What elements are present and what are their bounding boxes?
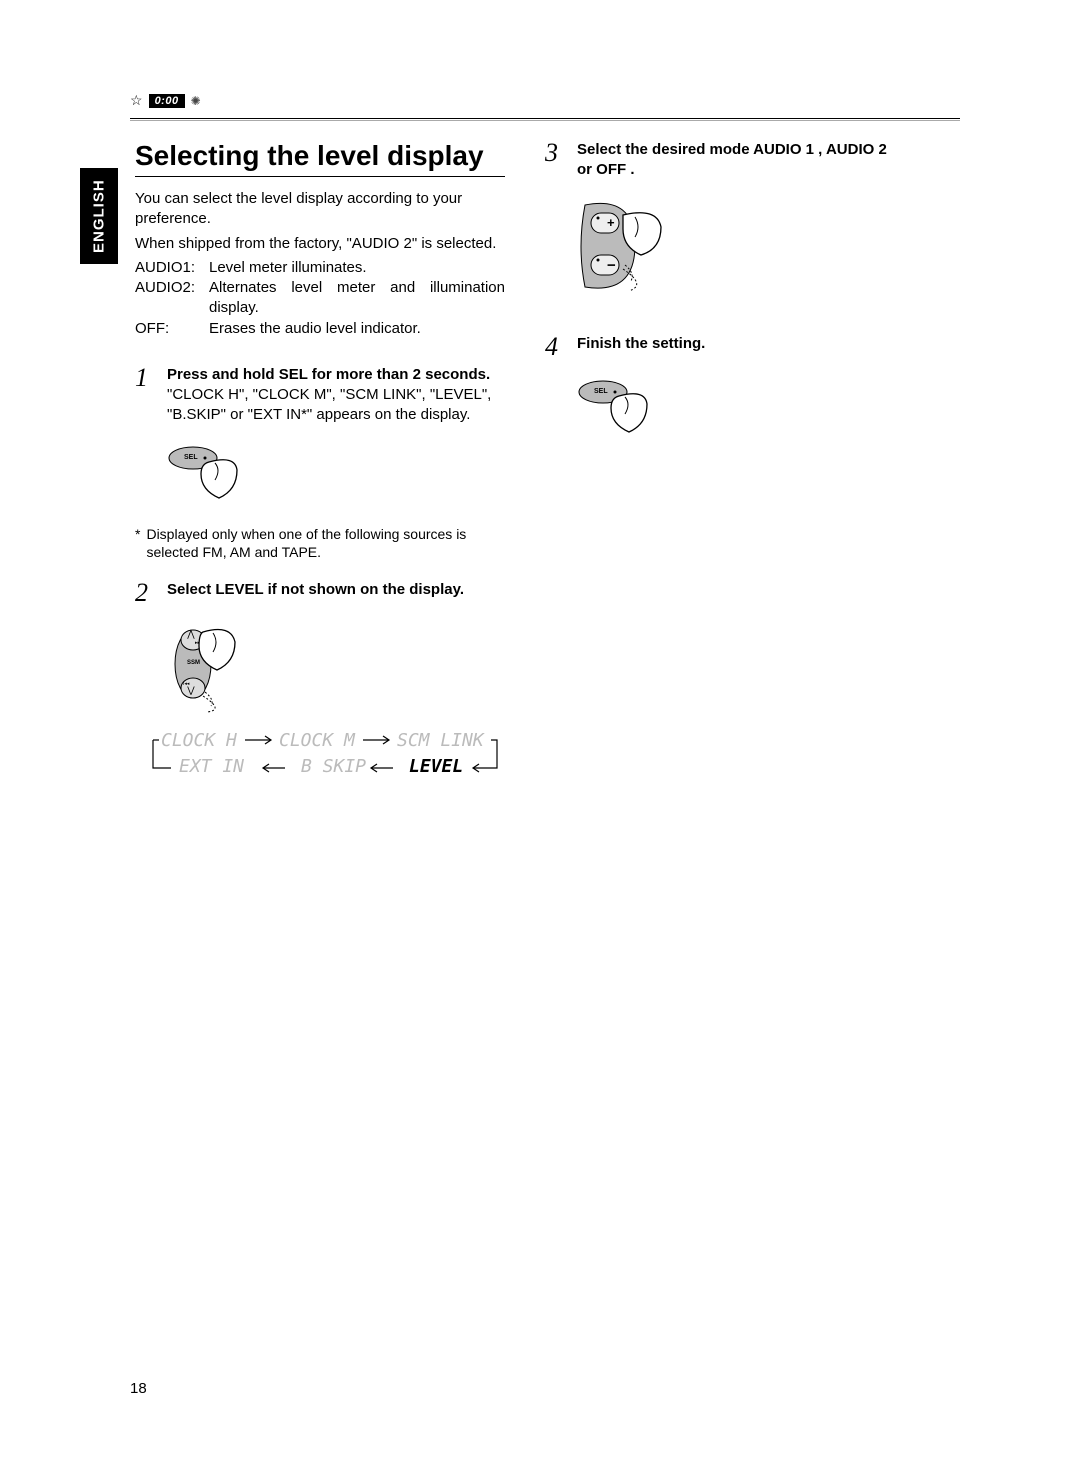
step-bold: Select LEVEL if not shown on the display…: [167, 580, 505, 600]
clock-badge: 0:00: [149, 94, 185, 108]
page-number: 18: [130, 1380, 147, 1397]
def-row: AUDIO1: Level meter illuminates.: [135, 258, 505, 278]
step-text: Press and hold SEL for more than 2 secon…: [167, 365, 505, 426]
left-column: Selecting the level display You can sele…: [135, 140, 505, 791]
step-1: 1 Press and hold SEL for more than 2 sec…: [135, 365, 505, 426]
def-val: Level meter illuminates.: [209, 258, 505, 278]
language-tab: ENGLISH: [80, 168, 118, 264]
step-bold: Finish the setting.: [577, 334, 905, 354]
page-title: Selecting the level display: [135, 140, 505, 172]
step-text: Select the desired mode AUDIO 1 , AUDIO …: [577, 140, 905, 181]
step-bold: Select the desired mode AUDIO 1 , AUDIO …: [577, 140, 905, 181]
sel-button-figure: SEL: [165, 440, 505, 515]
cycle-item-active: LEVEL: [409, 756, 463, 777]
title-underline: [135, 176, 505, 177]
ssm-label: SSM: [187, 660, 200, 666]
step-number: 1: [135, 365, 157, 426]
step-number: 2: [135, 580, 157, 606]
chevron-up-icon: ⋀: [186, 629, 195, 639]
step-number: 4: [545, 334, 567, 360]
header-rule: [130, 118, 960, 119]
plus-minus-figure: + −: [575, 195, 905, 310]
step-number: 3: [545, 140, 567, 181]
menu-cycle-figure: CLOCK H CLOCK M SCM LINK EXT IN B SKIP L…: [135, 726, 505, 791]
skip-back-icon: I◂◂: [183, 681, 190, 687]
cycle-item: CLOCK H: [161, 730, 237, 751]
step-body: "CLOCK H", "CLOCK M", "SCM LINK", "LEVEL…: [167, 385, 505, 426]
step-text: Select LEVEL if not shown on the display…: [167, 580, 505, 606]
cycle-item: SCM LINK: [397, 730, 485, 751]
step-4: 4 Finish the setting.: [545, 334, 905, 360]
def-val: Erases the audio level indicator.: [209, 319, 505, 339]
def-row: OFF: Erases the audio level indicator.: [135, 319, 505, 339]
def-key: AUDIO1:: [135, 258, 209, 278]
step-2: 2 Select LEVEL if not shown on the displ…: [135, 580, 505, 606]
brightness-icon: ✺: [191, 94, 201, 108]
def-key: OFF:: [135, 319, 209, 339]
definition-list: AUDIO1: Level meter illuminates. AUDIO2:…: [135, 258, 505, 339]
asterisk: *: [135, 525, 140, 563]
sel-button-figure-2: SEL: [575, 374, 905, 449]
step-3: 3 Select the desired mode AUDIO 1 , AUDI…: [545, 140, 905, 181]
step-text: Finish the setting.: [577, 334, 905, 360]
cycle-item: B SKIP: [301, 756, 366, 777]
step-1-footnote: * Displayed only when one of the followi…: [135, 525, 505, 563]
cycle-item: EXT IN: [179, 756, 244, 777]
right-column: 3 Select the desired mode AUDIO 1 , AUDI…: [545, 140, 905, 791]
header-rule-shadow: [130, 120, 960, 121]
def-row: AUDIO2: Alternates level meter and illum…: [135, 278, 505, 319]
footnote-text: Displayed only when one of the following…: [146, 525, 505, 563]
intro-1: You can select the level display accordi…: [135, 189, 505, 230]
header-icons: ☆ 0:00 ✺: [130, 92, 201, 109]
intro-2: When shipped from the factory, "AUDIO 2"…: [135, 234, 505, 254]
plus-icon: +: [607, 215, 615, 230]
cycle-bracket: [153, 750, 171, 768]
ssm-button-figure: ⋀ ▸▸I SSM ⋁ I◂◂: [165, 620, 505, 720]
minus-icon: −: [607, 257, 616, 274]
step-bold: Press and hold SEL for more than 2 secon…: [167, 365, 505, 385]
page-root: ☆ 0:00 ✺ ENGLISH Selecting the level dis…: [0, 0, 1080, 831]
cycle-item: CLOCK M: [279, 730, 356, 751]
def-val: Alternates level meter and illumination …: [209, 278, 505, 319]
def-key: AUDIO2:: [135, 278, 209, 319]
sel-label: SEL: [594, 388, 608, 395]
content-columns: Selecting the level display You can sele…: [135, 140, 960, 791]
sel-label: SEL: [184, 454, 198, 461]
star-icon: ☆: [130, 92, 143, 109]
